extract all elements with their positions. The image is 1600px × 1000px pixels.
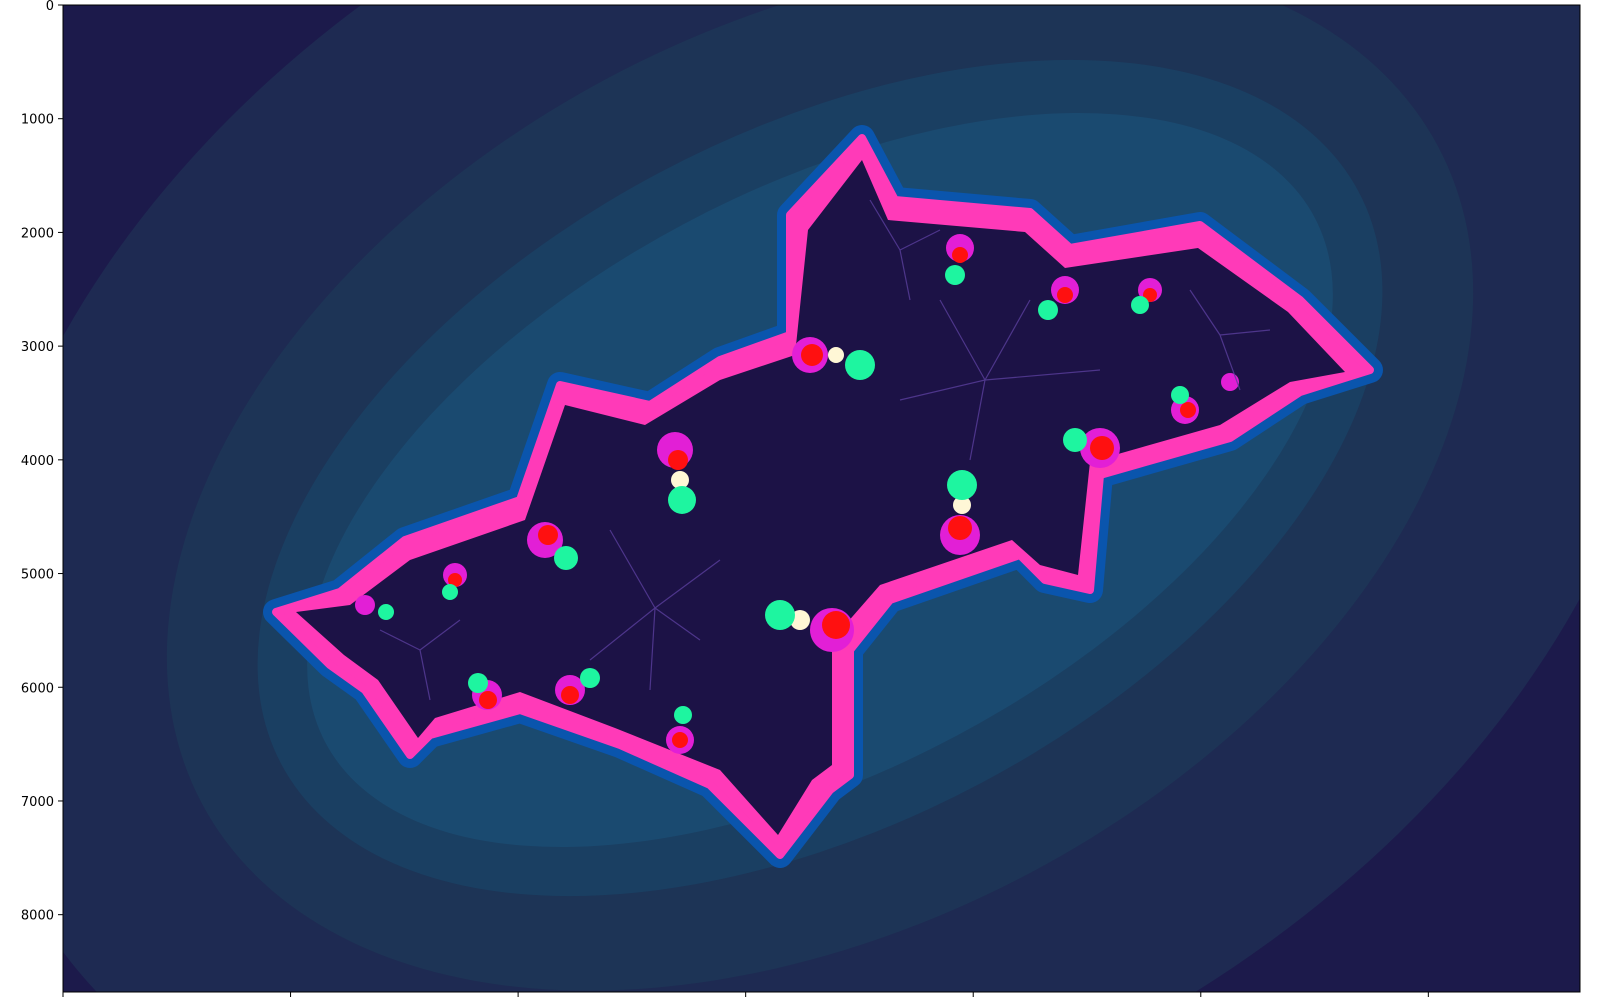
y-tick-label: 7000 [21, 795, 54, 810]
y-axis: 0 1000 2000 3000 4000 5000 6000 7000 8000 [21, 0, 63, 924]
y-tick-label: 8000 [21, 909, 54, 924]
y-tick-label: 4000 [21, 454, 54, 469]
y-tick-label: 1000 [21, 113, 54, 128]
plot-frame [62, 4, 1581, 993]
fractal-interior [296, 160, 1345, 835]
y-tick-label: 2000 [21, 226, 54, 241]
fractal-lobes [355, 234, 1239, 754]
fractal-filaments [379, 199, 1271, 701]
y-tick-label: 3000 [21, 340, 54, 355]
y-tick-label: 6000 [21, 681, 54, 696]
y-tick-label: 0 [46, 0, 54, 14]
y-tick-label: 5000 [21, 568, 54, 583]
x-axis: 020004000600080001000012000 [62, 992, 1429, 997]
